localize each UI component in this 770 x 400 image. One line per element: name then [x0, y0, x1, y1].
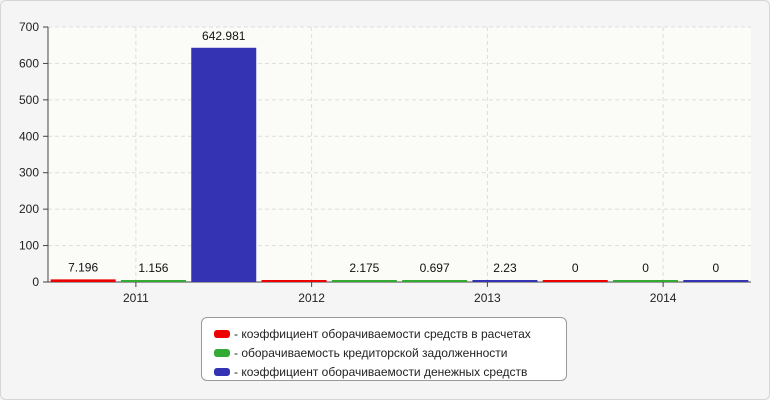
- legend-swatch-0: [214, 329, 230, 338]
- plot-area: [48, 27, 751, 282]
- data-label: 7.196: [68, 260, 98, 274]
- bar: [542, 280, 608, 282]
- legend-swatch-2: [214, 367, 230, 376]
- bar: [261, 280, 327, 282]
- x-tick-label: 2013: [474, 291, 501, 305]
- bar: [683, 280, 749, 282]
- data-label: 2.175: [349, 261, 379, 275]
- y-tick-label: 400: [19, 129, 39, 143]
- legend-item: - коэффициент оборачиваемости средств в …: [214, 324, 566, 343]
- legend: - коэффициент оборачиваемости средств в …: [201, 317, 567, 381]
- bar: [472, 280, 538, 282]
- legend-swatch-1: [214, 348, 230, 357]
- y-tick-label: 200: [19, 202, 39, 216]
- data-label: 0: [572, 261, 579, 275]
- bar: [402, 280, 468, 282]
- legend-item: - оборачиваемость кредиторской задолженн…: [214, 343, 566, 362]
- data-label: 642.981: [202, 29, 246, 43]
- y-tick-label: 600: [19, 56, 39, 70]
- data-label: 1.156: [138, 261, 168, 275]
- legend-label: - коэффициент оборачиваемости денежных с…: [234, 364, 528, 379]
- y-tick-label: 0: [32, 275, 39, 289]
- legend-label: - коэффициент оборачиваемости средств в …: [234, 326, 531, 341]
- y-tick-label: 700: [19, 20, 39, 34]
- bar: [50, 279, 116, 282]
- bar: [613, 280, 679, 282]
- x-tick-label: 2012: [298, 291, 325, 305]
- y-tick-label: 100: [19, 239, 39, 253]
- bar: [191, 47, 257, 282]
- legend-label: - оборачиваемость кредиторской задолженн…: [234, 345, 508, 360]
- y-tick-label: 500: [19, 93, 39, 107]
- data-label: 0.697: [420, 261, 450, 275]
- data-label: 0: [642, 261, 649, 275]
- y-tick-label: 300: [19, 166, 39, 180]
- bar: [331, 280, 397, 282]
- x-tick-label: 2011: [123, 291, 149, 305]
- x-tick-label: 2014: [650, 291, 677, 305]
- data-label: 0: [713, 261, 720, 275]
- data-label: 2.23: [493, 261, 517, 275]
- bar: [120, 280, 186, 282]
- legend-item: - коэффициент оборачиваемости денежных с…: [214, 362, 566, 381]
